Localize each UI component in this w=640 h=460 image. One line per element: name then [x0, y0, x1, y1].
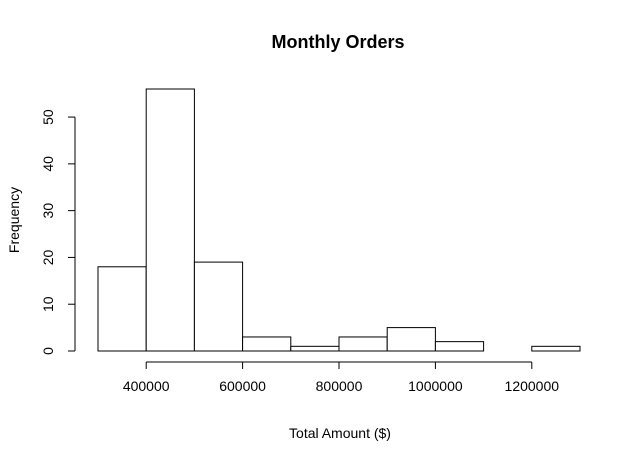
histogram-bar	[531, 345, 581, 352]
chart-title: Monthly Orders	[271, 32, 404, 52]
x-tick-label: 600000	[219, 378, 266, 394]
y-axis: 0 10 20 30 40 50	[40, 109, 76, 355]
histogram-bar	[434, 341, 485, 352]
histogram-bar	[290, 345, 340, 352]
histogram-bar	[242, 336, 292, 352]
histogram-bar	[338, 336, 388, 352]
x-tick-label: 400000	[123, 378, 170, 394]
x-tick-label: 800000	[316, 378, 363, 394]
histogram-bar	[386, 327, 436, 352]
y-tick-label: 20	[40, 249, 56, 265]
histogram-bar	[145, 88, 195, 352]
y-tick-label: 50	[40, 109, 56, 125]
x-axis-label: Total Amount ($)	[289, 425, 391, 441]
x-axis: 400000 600000 800000 1000000 1200000	[123, 361, 560, 394]
y-axis-label: Frequency	[6, 187, 22, 253]
bars-group	[97, 88, 581, 352]
y-tick-label: 10	[40, 296, 56, 312]
x-tick-label: 1000000	[408, 378, 463, 394]
x-tick-label: 1200000	[505, 378, 560, 394]
y-tick-label: 30	[40, 203, 56, 219]
histogram-bar	[193, 261, 244, 352]
histogram-bar	[97, 266, 147, 352]
y-tick-label: 0	[40, 347, 56, 355]
y-tick-label: 40	[40, 156, 56, 172]
